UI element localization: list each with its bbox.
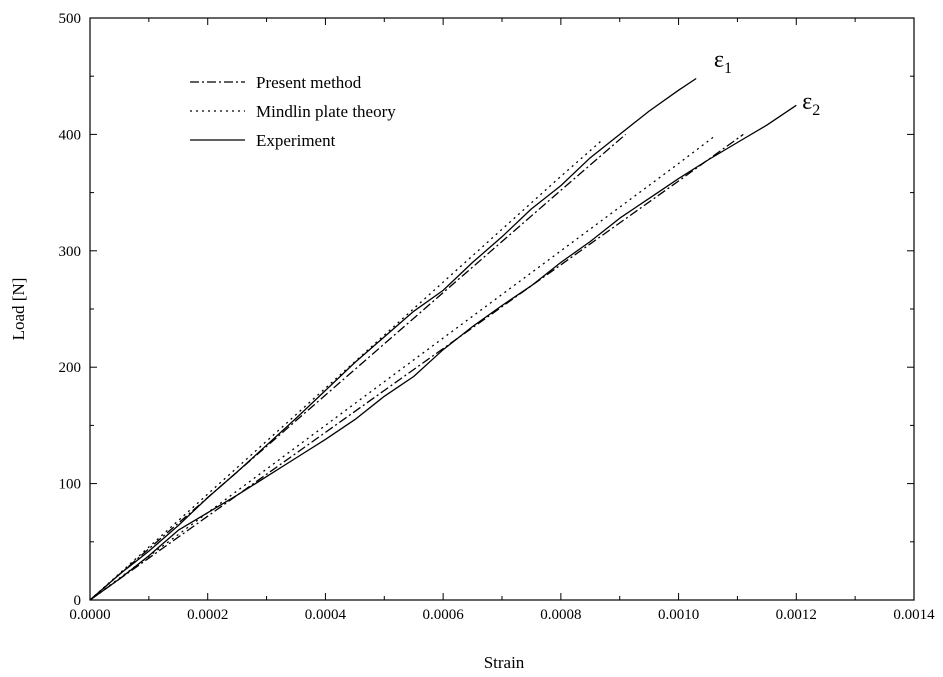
annotations: ε1 ε2 <box>714 47 820 119</box>
y-axis-title: Load [N] <box>9 278 28 341</box>
x-tick-label: 0.0014 <box>893 607 935 623</box>
x-axis-title: Strain <box>484 653 525 672</box>
plot-frame <box>89 17 915 601</box>
legend-label: Experiment <box>256 131 336 150</box>
x-tick-label: 0.0000 <box>69 607 110 623</box>
y-tick-label: 300 <box>59 244 82 260</box>
y-tick-label: 100 <box>59 477 82 493</box>
axes-layer: 0.0000 0.0002 0.0004 0.0006 0.0008 0.0010 0.00… <box>59 11 936 623</box>
series-line-dotted <box>89 139 603 601</box>
x-tick-label: 0.0012 <box>776 607 817 623</box>
series-line-solid <box>89 77 697 601</box>
y-tick-label: 200 <box>59 360 82 376</box>
legend-label: Mindlin plate theory <box>256 102 396 121</box>
x-tick-label: 0.0004 <box>305 607 347 623</box>
y-tick-label: 0 <box>74 593 82 609</box>
y-tick-label: 400 <box>59 127 82 143</box>
series-line-solid <box>89 104 797 601</box>
series-line-dashdot <box>89 133 744 601</box>
series-layer <box>89 77 797 601</box>
series-line-dashdot <box>89 133 627 601</box>
legend-label: Present method <box>256 73 362 92</box>
strain-annotation: ε1 <box>714 47 732 77</box>
x-tick-label: 0.0002 <box>187 607 228 623</box>
x-tick-label: 0.0008 <box>540 607 581 623</box>
y-tick-label: 500 <box>59 11 82 27</box>
series-line-dotted <box>89 136 715 601</box>
strain-annotation: ε2 <box>802 89 820 119</box>
legend: Present method Mindlin plate theory Experi… <box>190 73 396 150</box>
x-tick-label: 0.0010 <box>658 607 699 623</box>
x-tick-label: 0.0006 <box>423 607 465 623</box>
